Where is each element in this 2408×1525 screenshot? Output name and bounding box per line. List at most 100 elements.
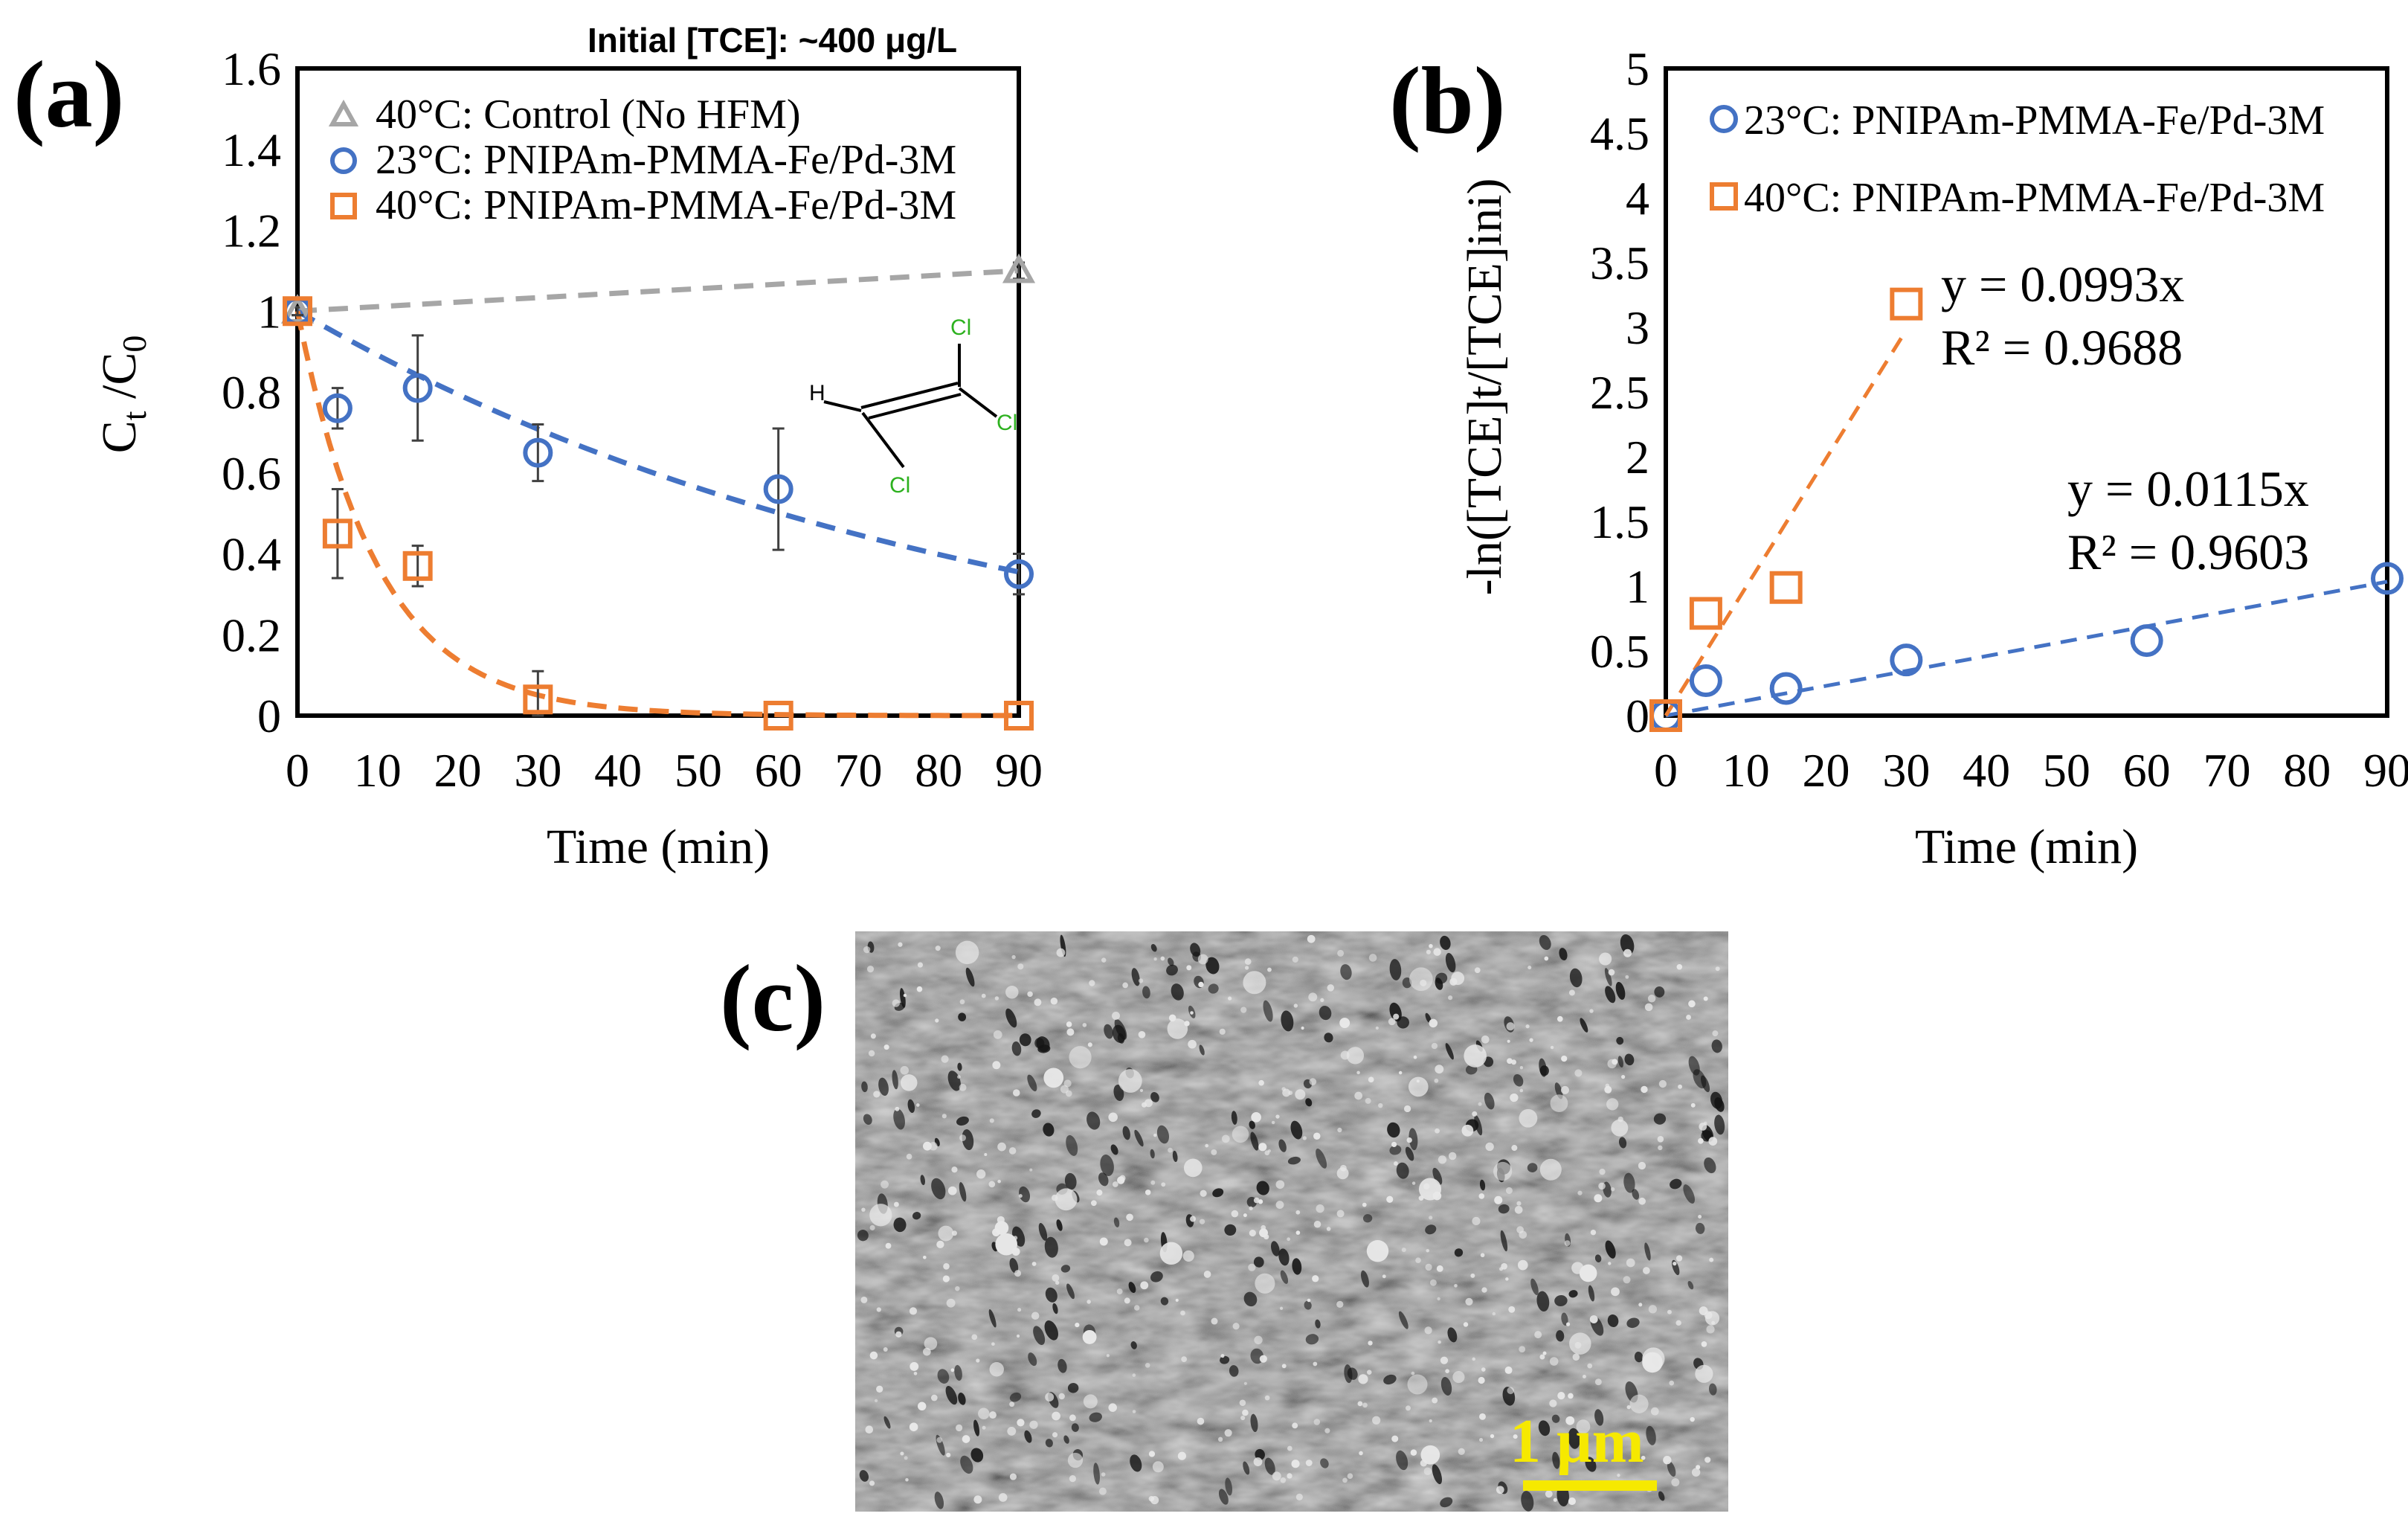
sem-particle [900,1066,910,1075]
sem-particle [1506,1022,1515,1031]
sem-particle [997,1142,1006,1152]
sem-pore [1249,1120,1255,1129]
sem-particle [1221,1134,1230,1143]
sem-particle [1433,948,1441,956]
sem-particle [1564,1240,1571,1247]
sem-particle [998,1493,1008,1502]
sem-particle [1644,1003,1653,1012]
sem-particle [1608,1262,1612,1265]
sem-particle [1069,1475,1076,1483]
sem-pore [1190,943,1201,957]
sem-particle [1217,1436,1223,1442]
sem-pore [1208,983,1219,994]
sem-pore [1220,1355,1230,1364]
sem-pore [1304,1300,1312,1310]
sem-pore [1009,1258,1019,1274]
data-point [1689,664,1722,698]
chart-a-note: Initial [TCE]: ~400 μg/L [587,21,957,60]
sem-particle [906,1153,912,1160]
sem-pore [1104,1024,1113,1039]
sem-particle [1347,1473,1353,1480]
sem-pore [1156,1125,1170,1144]
sem-particle [1244,966,1249,970]
sem-pore [1620,934,1635,955]
sem-pore [1130,1341,1137,1349]
sem-particle [1539,1158,1562,1181]
sem-pore [1205,957,1220,975]
sem-pore [962,1129,974,1151]
sem-particle [1372,1416,1381,1425]
sem-particle [1027,991,1033,998]
sem-particle [1709,1257,1714,1262]
sem-particle [1382,1274,1386,1279]
sem-pore [1361,1270,1369,1288]
sem-particle [1138,978,1144,983]
sem-particle [1490,1434,1495,1439]
sem-particle [1623,948,1632,957]
data-point [763,701,793,731]
sem-particle [1280,1477,1287,1483]
sem-pore [1150,1271,1163,1282]
chart-b-x-ticks: 0 10 20 30 40 50 60 70 80 90 [1654,744,2408,797]
sem-particle [1258,1199,1263,1204]
sem-particle [1667,1309,1672,1314]
sem-particle [1501,1262,1507,1270]
sem-pore [900,988,906,1008]
data-point [523,684,553,715]
sem-particle [1009,1402,1015,1407]
sem-pore [1128,1282,1136,1294]
chart-b-markers [1649,287,2404,732]
sem-pore [1687,1280,1694,1290]
sem-particle [1594,1378,1602,1386]
sem-particle [1549,1399,1557,1407]
sem-particle [1182,1250,1194,1262]
sem-particle [1043,1068,1064,1088]
sem-particle [1411,1371,1415,1375]
sem-particle [1675,1255,1683,1262]
sem-pore [1287,1156,1301,1165]
x-tick-label: 10 [354,744,402,797]
sem-particle [1638,1303,1643,1307]
sem-particle [1696,1465,1701,1470]
sem-pore [1658,1491,1665,1501]
fit-line [296,309,1020,575]
sem-particle [1691,1468,1701,1477]
sem-pore [1243,1291,1258,1307]
sem-particle [1227,996,1232,1001]
sem-pore [1634,1352,1644,1363]
sem-particle [1514,1205,1523,1214]
chart-b-y-ticks: 0 0.5 1 1.5 2 2.5 3 3.5 4 4.5 5 [1590,42,1649,742]
sem-particle [955,1285,960,1291]
sem-particle [1425,1263,1432,1271]
sem-pore [1316,1149,1327,1169]
sem-pore [1513,1073,1524,1087]
sem-pore [1005,1008,1017,1028]
sem-particle [1354,1091,1363,1100]
sem-pore [1071,1423,1079,1432]
sem-pore [1028,1352,1037,1367]
sem-particle [1324,1428,1330,1434]
sem-particle [1513,1434,1518,1439]
sem-particle [1699,1306,1708,1315]
sem-particle [1161,1182,1166,1187]
sem-pore [1561,1312,1568,1326]
sem-particle [1259,1228,1268,1238]
sem-particle [1287,1237,1291,1242]
sem-particle [1589,1315,1598,1323]
sem-particle [1610,1187,1615,1192]
sem-particle [1145,1362,1150,1368]
sem-particle [1426,949,1431,954]
sem-particle [1434,1078,1439,1083]
sem-pore [1271,1241,1280,1256]
fit-line [294,310,1020,719]
sem-particle [1641,1085,1648,1094]
sem-particle [1448,1152,1457,1160]
sem-particle [1445,1369,1449,1373]
chart-a-ylabel: Ct /C0 [92,336,153,454]
sem-particle [991,1342,995,1346]
sem-pore [1315,1319,1321,1329]
sem-particle [1295,1210,1301,1215]
data-point [402,373,433,403]
sem-pore [1255,1448,1265,1460]
sem-particle [1516,1201,1522,1206]
